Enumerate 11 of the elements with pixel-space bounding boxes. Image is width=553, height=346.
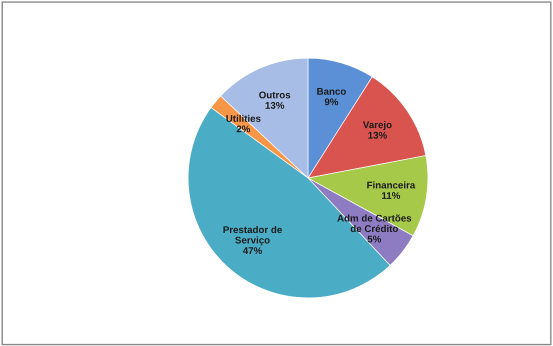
data-label: 47% [242, 247, 262, 254]
data-label: 9% [324, 98, 338, 106]
data-label: 13% [368, 132, 387, 139]
slice-label: Varejo [362, 121, 392, 130]
data-label: 5% [368, 236, 382, 243]
slice-label: Banco [317, 88, 346, 95]
data-label: 11% [382, 192, 400, 199]
slice-label: Prestador de Serviço [223, 226, 282, 246]
slice-label: Outros [259, 91, 290, 98]
slice-label: Financeira [367, 181, 416, 189]
data-label: 13% [266, 102, 284, 109]
